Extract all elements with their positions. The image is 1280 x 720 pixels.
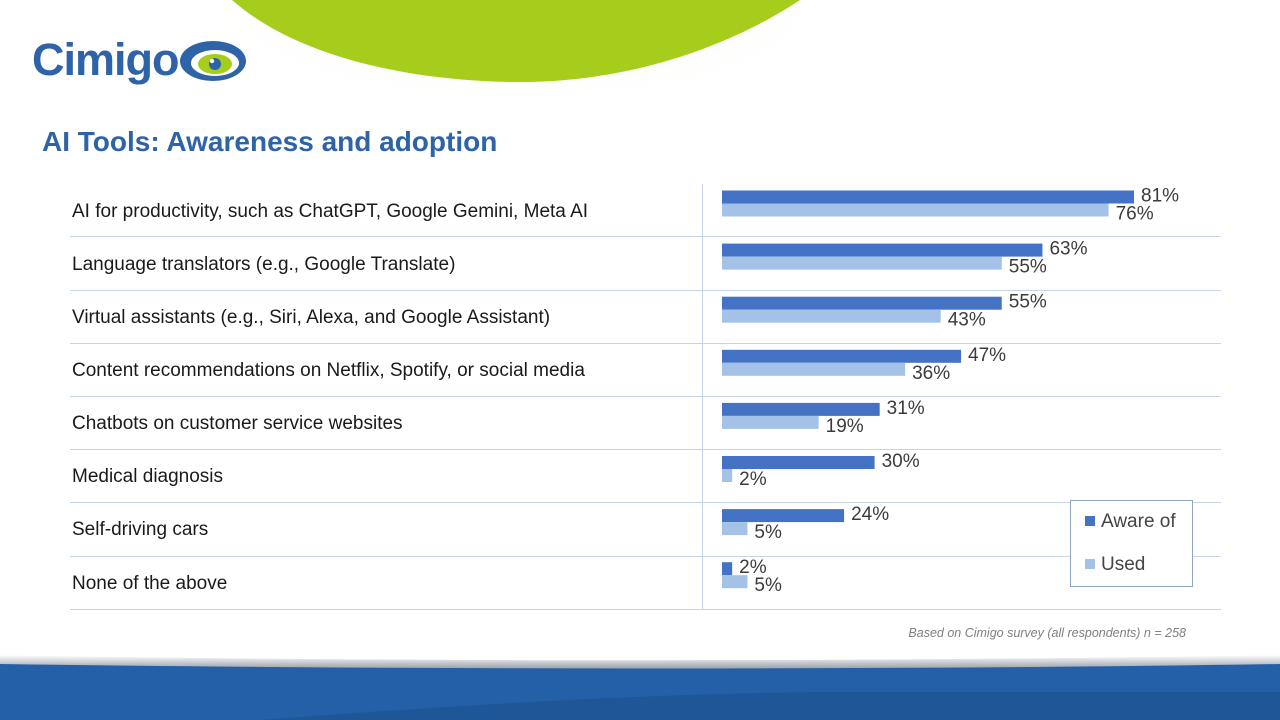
category-label: Medical diagnosis <box>72 466 224 487</box>
chart-legend: Aware of Used <box>1070 500 1193 587</box>
bar-used <box>722 415 819 429</box>
bar-aware <box>722 190 1134 204</box>
category-label: None of the above <box>72 573 228 594</box>
legend-label-aware: Aware of <box>1101 511 1176 532</box>
footnote: Based on Cimigo survey (all respondents)… <box>908 626 1186 640</box>
legend-item-used: Used <box>1085 553 1145 577</box>
bar-aware <box>722 562 733 576</box>
data-label-aware: 55% <box>1009 292 1047 313</box>
row-divider <box>70 343 1221 344</box>
data-label-used: 76% <box>1116 204 1154 225</box>
row-divider <box>70 449 1221 450</box>
data-label-used: 55% <box>1009 257 1047 278</box>
data-label-used: 5% <box>754 575 782 596</box>
category-label: Virtual assistants (e.g., Siri, Alexa, a… <box>72 307 551 328</box>
category-label: Language translators (e.g., Google Trans… <box>72 254 456 275</box>
bar-used <box>722 203 1109 217</box>
data-label-used: 2% <box>739 469 767 490</box>
data-label-aware: 81% <box>1141 186 1179 207</box>
category-label: AI for productivity, such as ChatGPT, Go… <box>72 201 589 222</box>
legend-swatch-aware <box>1085 516 1095 526</box>
bar-used <box>722 309 941 323</box>
brand-logo-text: Cimigo <box>32 34 179 85</box>
row-divider <box>70 236 1221 237</box>
data-label-used: 36% <box>912 363 950 384</box>
data-label-aware: 30% <box>882 451 920 472</box>
bar-used <box>722 256 1002 270</box>
green-arc <box>232 0 800 82</box>
category-label: Chatbots on customer service websites <box>72 413 403 434</box>
row-divider <box>70 396 1221 397</box>
row-divider <box>70 556 1221 557</box>
data-label-aware: 2% <box>739 557 767 578</box>
bar-aware <box>722 296 1002 310</box>
category-label: Content recommendations on Netflix, Spot… <box>72 360 585 381</box>
legend-label-used: Used <box>1101 554 1146 575</box>
data-label-used: 5% <box>754 522 782 543</box>
eye-logo-icon <box>180 41 246 81</box>
row-divider <box>70 609 1221 610</box>
data-label-aware: 24% <box>851 504 889 525</box>
data-label-used: 43% <box>948 310 986 331</box>
page-title: AI Tools: Awareness and adoption <box>42 126 498 157</box>
bar-aware <box>722 243 1043 257</box>
bar-used <box>722 362 906 376</box>
data-label-aware: 47% <box>968 345 1006 366</box>
bar-used <box>722 469 733 482</box>
row-divider <box>70 502 1221 503</box>
bar-aware <box>722 402 880 416</box>
legend-swatch-used <box>1085 559 1095 569</box>
bar-used <box>722 522 748 536</box>
footer-band-dark <box>260 692 1280 720</box>
category-label: Self-driving cars <box>72 519 209 540</box>
bar-aware <box>722 456 875 469</box>
bar-aware <box>722 349 962 363</box>
data-label-used: 19% <box>826 416 864 437</box>
bar-used <box>722 575 748 589</box>
bar-aware <box>722 509 845 523</box>
legend-item-aware: Aware of <box>1085 510 1176 534</box>
data-label-aware: 31% <box>887 398 925 419</box>
row-divider <box>70 290 1221 291</box>
data-label-aware: 63% <box>1049 239 1087 260</box>
